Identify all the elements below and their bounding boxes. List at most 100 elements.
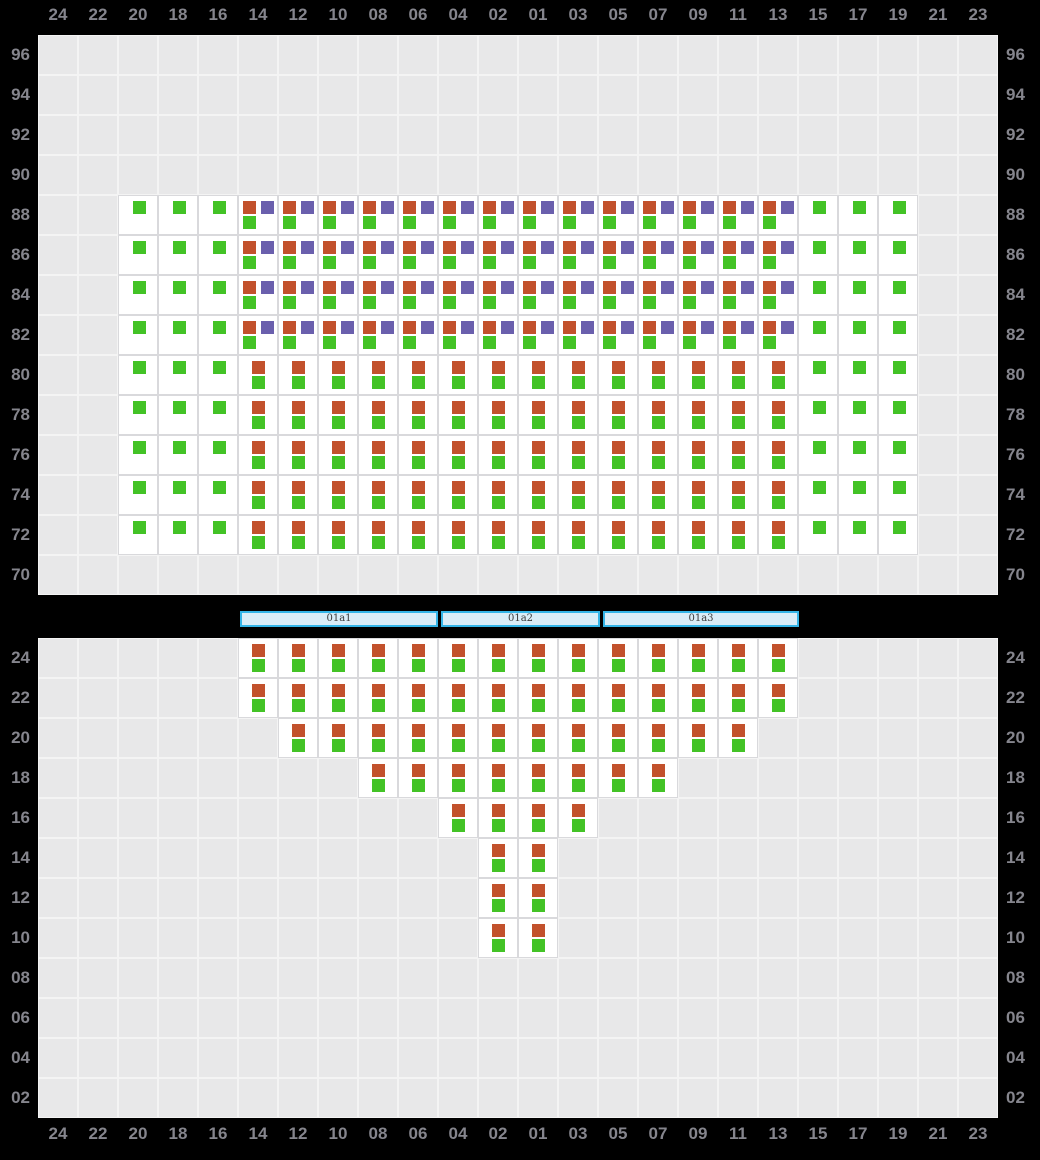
seat-cell[interactable] [598,718,638,758]
seat-cell[interactable] [798,475,838,515]
seat-cell[interactable] [198,275,238,315]
seat-cell[interactable] [478,718,518,758]
seat-cell[interactable] [118,395,158,435]
seat-cell[interactable] [758,678,798,718]
seat-cell[interactable] [798,355,838,395]
seat-cell[interactable] [118,315,158,355]
seat-cell[interactable] [478,798,518,838]
seat-cell[interactable] [438,435,478,475]
seat-cell[interactable] [118,435,158,475]
seat-cell[interactable] [158,315,198,355]
seat-cell[interactable] [278,638,318,678]
seat-cell[interactable] [878,195,918,235]
seat-cell[interactable] [318,395,358,435]
seat-cell[interactable] [358,718,398,758]
seat-cell[interactable] [238,315,278,355]
seat-cell[interactable] [438,758,478,798]
seat-cell[interactable] [158,475,198,515]
seat-cell[interactable] [718,475,758,515]
seat-cell[interactable] [238,515,278,555]
seat-cell[interactable] [318,515,358,555]
seat-cell[interactable] [798,515,838,555]
seat-cell[interactable] [358,678,398,718]
seat-cell[interactable] [478,475,518,515]
seat-cell[interactable] [478,838,518,878]
seat-cell[interactable] [678,195,718,235]
seat-cell[interactable] [278,515,318,555]
seat-cell[interactable] [238,395,278,435]
seat-cell[interactable] [118,475,158,515]
seat-cell[interactable] [198,235,238,275]
seat-cell[interactable] [238,275,278,315]
seat-cell[interactable] [798,195,838,235]
seat-cell[interactable] [518,878,558,918]
section-bar[interactable]: 01a3 [603,611,799,627]
seat-cell[interactable] [558,678,598,718]
seat-cell[interactable] [198,315,238,355]
seat-cell[interactable] [678,395,718,435]
seat-cell[interactable] [798,315,838,355]
seat-cell[interactable] [438,355,478,395]
seat-cell[interactable] [318,475,358,515]
seat-cell[interactable] [398,678,438,718]
seat-cell[interactable] [358,638,398,678]
seat-cell[interactable] [438,195,478,235]
seat-cell[interactable] [558,758,598,798]
seat-cell[interactable] [678,638,718,678]
seat-cell[interactable] [718,718,758,758]
seat-cell[interactable] [718,395,758,435]
seat-cell[interactable] [758,275,798,315]
seat-cell[interactable] [358,315,398,355]
seat-cell[interactable] [198,515,238,555]
seat-cell[interactable] [318,235,358,275]
seat-cell[interactable] [278,315,318,355]
seat-cell[interactable] [478,195,518,235]
seat-cell[interactable] [718,638,758,678]
seat-cell[interactable] [278,195,318,235]
seat-cell[interactable] [678,235,718,275]
seat-cell[interactable] [518,355,558,395]
seat-cell[interactable] [558,355,598,395]
seat-cell[interactable] [598,758,638,798]
seat-cell[interactable] [438,515,478,555]
seat-cell[interactable] [358,355,398,395]
seat-cell[interactable] [398,355,438,395]
seat-cell[interactable] [278,718,318,758]
seat-cell[interactable] [798,235,838,275]
seat-cell[interactable] [518,758,558,798]
seat-cell[interactable] [758,475,798,515]
seat-cell[interactable] [278,475,318,515]
seat-cell[interactable] [718,235,758,275]
seat-cell[interactable] [718,355,758,395]
seat-cell[interactable] [718,315,758,355]
seat-cell[interactable] [638,395,678,435]
seat-cell[interactable] [118,275,158,315]
seat-cell[interactable] [278,435,318,475]
seat-cell[interactable] [758,355,798,395]
section-bar[interactable]: 01a1 [240,611,438,627]
seat-cell[interactable] [558,275,598,315]
seat-cell[interactable] [478,235,518,275]
seat-cell[interactable] [158,195,198,235]
seat-cell[interactable] [278,355,318,395]
seat-cell[interactable] [238,235,278,275]
seat-cell[interactable] [758,395,798,435]
seat-cell[interactable] [598,235,638,275]
seat-cell[interactable] [238,678,278,718]
seat-cell[interactable] [198,395,238,435]
seat-cell[interactable] [838,395,878,435]
seat-cell[interactable] [478,678,518,718]
seat-cell[interactable] [678,275,718,315]
seat-cell[interactable] [758,315,798,355]
seat-cell[interactable] [838,355,878,395]
seat-cell[interactable] [438,315,478,355]
seat-cell[interactable] [638,758,678,798]
seat-cell[interactable] [518,475,558,515]
seat-cell[interactable] [678,475,718,515]
seat-cell[interactable] [318,195,358,235]
seat-cell[interactable] [878,515,918,555]
seat-cell[interactable] [558,235,598,275]
seat-cell[interactable] [398,638,438,678]
seat-cell[interactable] [478,395,518,435]
seat-cell[interactable] [358,515,398,555]
